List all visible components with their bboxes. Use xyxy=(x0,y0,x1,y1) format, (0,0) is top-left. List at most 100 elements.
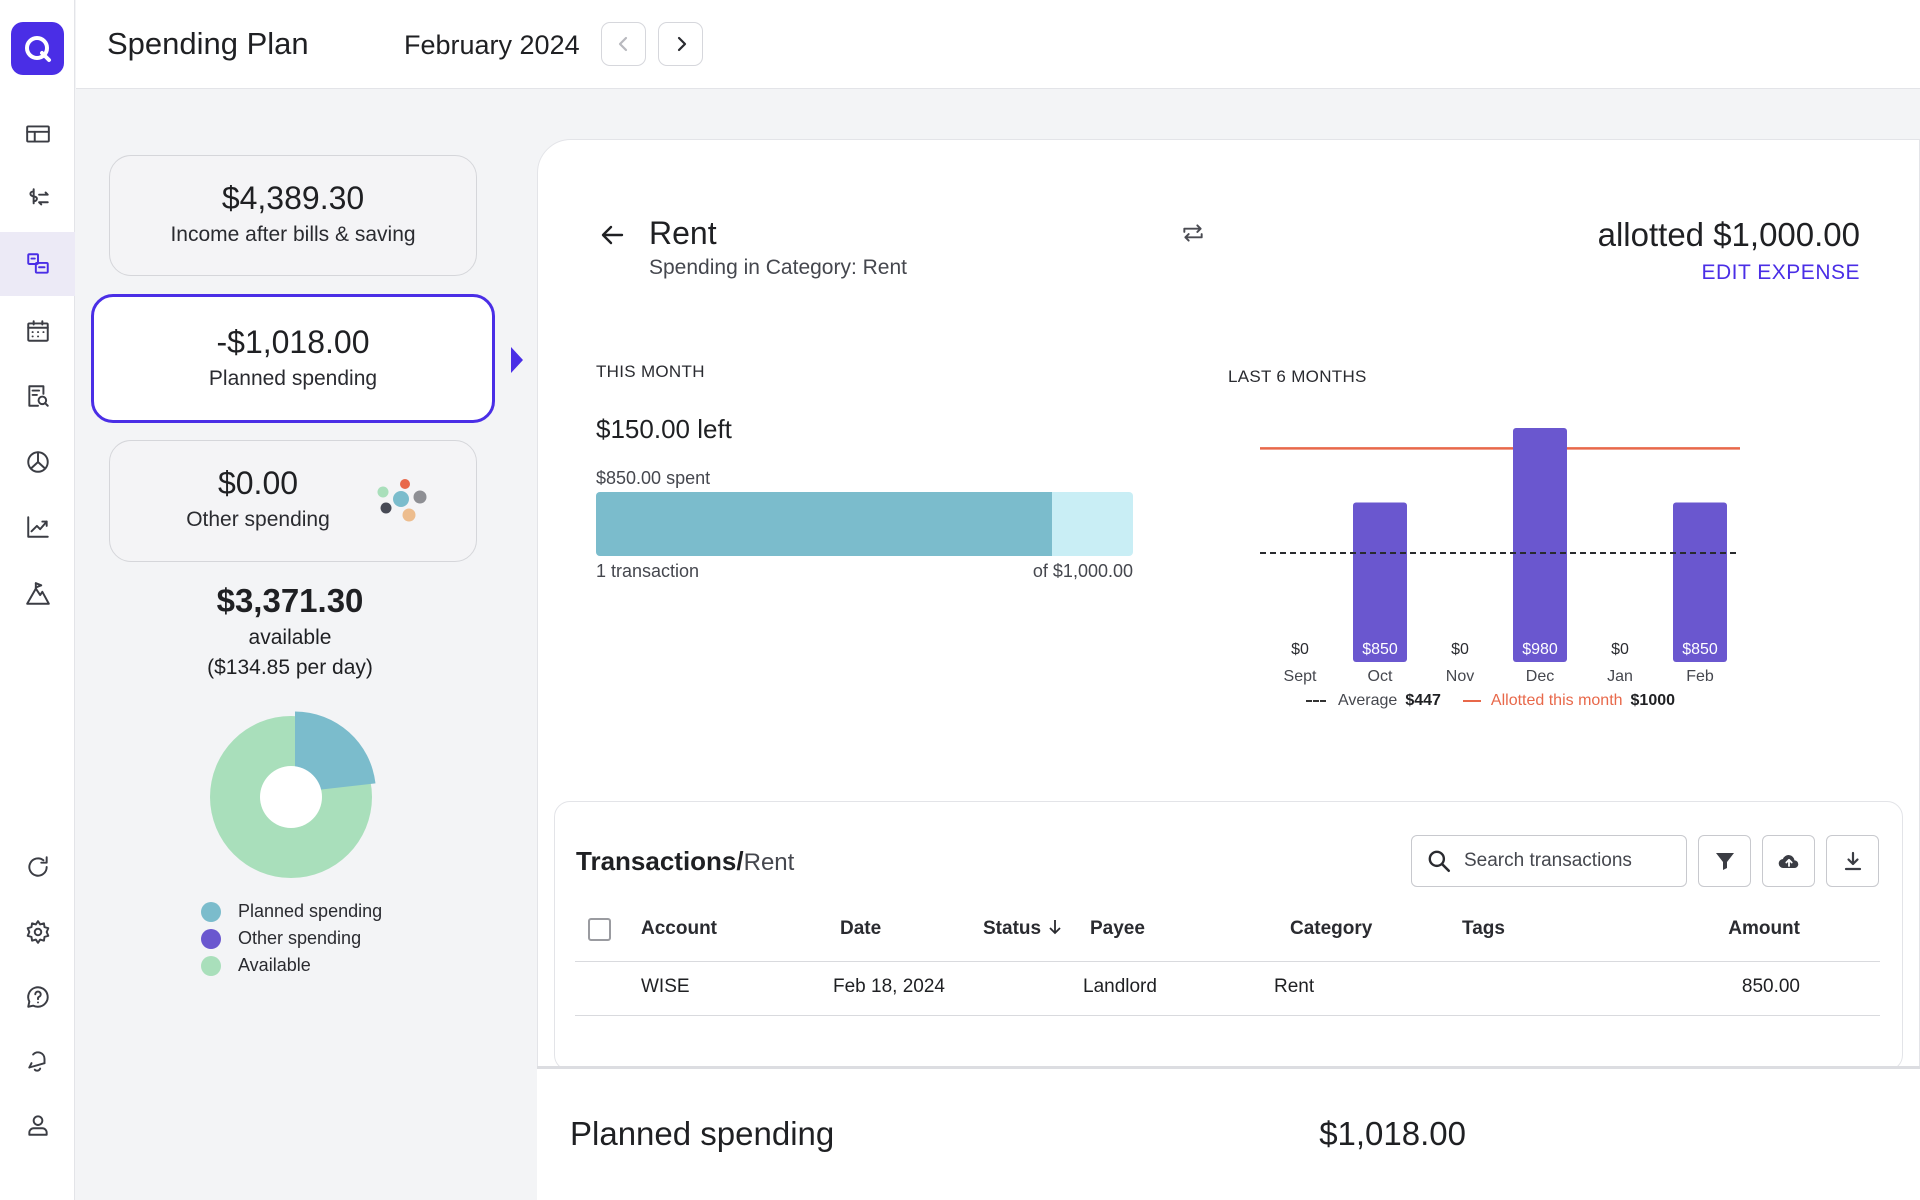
available-amount: $3,371.30 xyxy=(216,582,364,619)
donut-legend: Planned spending Other spending Availabl… xyxy=(201,898,382,979)
x-tick-label: Sept xyxy=(1284,668,1317,685)
bottom-summary-bar: Planned spending $1,018.00 xyxy=(537,1066,1920,1200)
nav-trends[interactable] xyxy=(0,495,75,559)
column-status[interactable]: Status xyxy=(983,918,1062,940)
x-tick-label: Dec xyxy=(1526,668,1554,685)
allotted-amount: allotted $1,000.00 xyxy=(1597,216,1860,253)
legend-dot xyxy=(201,928,221,949)
nav-notifications[interactable] xyxy=(0,1029,75,1093)
last-6-months-caption: LAST 6 MONTHS xyxy=(1228,367,1367,386)
column-category[interactable]: Category xyxy=(1290,918,1373,939)
row-date[interactable]: Feb 18, 2024 xyxy=(833,976,945,997)
income-label: Income after bills & saving xyxy=(170,223,416,246)
amount-spent: $850.00 spent xyxy=(596,468,711,488)
nav-spending-plan[interactable] xyxy=(0,232,75,296)
bar-value-label: $850 xyxy=(1682,641,1718,658)
column-amount[interactable]: Amount xyxy=(1728,918,1800,939)
logo-q-icon xyxy=(24,35,51,62)
transactions-filter: Rent xyxy=(743,849,795,876)
nav-help[interactable] xyxy=(0,965,75,1029)
legend-other: Other spending xyxy=(201,925,382,952)
transaction-count: 1 transaction xyxy=(596,561,700,581)
profile-icon xyxy=(27,1115,48,1136)
nav-transactions[interactable] xyxy=(0,167,75,231)
bar-value-label: $0 xyxy=(1611,641,1629,658)
dashboard-icon xyxy=(25,125,50,143)
nav-profile[interactable] xyxy=(0,1093,75,1157)
legend-dot xyxy=(201,955,221,976)
row-payee[interactable]: Landlord xyxy=(1083,976,1157,997)
row-account[interactable]: WISE xyxy=(641,976,690,997)
other-label: Other spending xyxy=(186,508,330,531)
filter-button[interactable] xyxy=(1698,835,1751,887)
planning-icon xyxy=(25,582,50,605)
column-payee[interactable]: Payee xyxy=(1090,918,1145,939)
spending-plan-icon xyxy=(26,253,49,274)
legend-label: Other spending xyxy=(238,928,362,948)
bar-value-label: $0 xyxy=(1291,641,1309,658)
income-card[interactable]: $4,389.30 Income after bills & saving xyxy=(109,155,477,276)
top-bar: Spending Plan February 2024 xyxy=(76,0,1920,89)
available-per-day: ($134.85 per day) xyxy=(207,656,373,679)
cloud-upload-icon xyxy=(1778,855,1798,869)
sort-down-icon xyxy=(1049,920,1061,935)
download-button[interactable] xyxy=(1826,835,1879,887)
page-title: Spending Plan xyxy=(107,26,309,61)
column-date[interactable]: Date xyxy=(840,918,882,939)
investments-icon xyxy=(26,451,49,473)
back-arrow-icon[interactable] xyxy=(600,222,626,248)
notifications-icon xyxy=(27,1051,45,1072)
last-6-months-chart: $0 Sept $850 Oct $0 Nov $980 Dec $0 Jan $850 Feb xyxy=(1260,428,1740,685)
average-label: Average xyxy=(1338,692,1398,709)
calendar-icon xyxy=(26,320,49,342)
quicken-logo[interactable] xyxy=(11,22,64,75)
nav-planning[interactable] xyxy=(0,562,75,626)
bottom-planned-amount: $1,018.00 xyxy=(1319,1115,1466,1152)
row-amount[interactable]: 850.00 xyxy=(1741,976,1800,997)
row-category[interactable]: Rent xyxy=(1274,976,1315,997)
allotted-label: Allotted this month xyxy=(1490,692,1623,709)
nav-reports[interactable] xyxy=(0,364,75,428)
transactions-title: Transactions/ xyxy=(576,846,744,876)
nav-settings[interactable] xyxy=(0,900,75,964)
selected-indicator-icon xyxy=(511,347,523,373)
other-spending-card[interactable]: $0.00 Other spending xyxy=(109,440,477,562)
select-all-checkbox[interactable] xyxy=(588,918,611,941)
amount-left: $150.00 left xyxy=(596,414,732,444)
nav-dashboard[interactable] xyxy=(0,102,75,166)
chart-legend: Average $447 Allotted this month $1000 xyxy=(1306,692,1675,710)
prev-month-button[interactable] xyxy=(601,22,646,66)
planned-spending-card[interactable]: -$1,018.00 Planned spending xyxy=(91,294,495,423)
search-icon xyxy=(1428,850,1451,873)
nav-investments[interactable] xyxy=(0,430,75,494)
next-month-button[interactable] xyxy=(658,22,703,66)
allotted-line-icon xyxy=(1462,700,1481,702)
bar-value-label: $850 xyxy=(1362,641,1398,658)
refresh-icon xyxy=(27,856,48,877)
category-title: Rent xyxy=(649,215,717,251)
upload-button[interactable] xyxy=(1762,835,1815,887)
nav-refresh[interactable] xyxy=(0,835,75,899)
chart-bar[interactable] xyxy=(1513,428,1567,662)
categories-bubbles-icon xyxy=(377,479,427,522)
legend-label: Available xyxy=(238,955,311,975)
search-box[interactable] xyxy=(1411,835,1687,887)
legend-available: Available xyxy=(201,952,382,979)
column-tags[interactable]: Tags xyxy=(1462,918,1505,939)
edit-expense-link[interactable]: EDIT EXPENSE xyxy=(1701,261,1860,284)
available-summary: $3,371.30 available ($134.85 per day) xyxy=(160,582,420,680)
spending-progress-fill xyxy=(596,492,1053,556)
this-month-caption: THIS MONTH xyxy=(596,362,705,381)
planned-amount: -$1,018.00 xyxy=(216,324,370,360)
month-label: February 2024 xyxy=(404,30,580,60)
download-icon xyxy=(1844,851,1861,871)
transactions-icon xyxy=(28,188,49,206)
nav-calendar[interactable] xyxy=(0,299,75,363)
search-input[interactable] xyxy=(1464,850,1674,872)
chart-bar[interactable] xyxy=(1673,502,1727,662)
column-account[interactable]: Account xyxy=(641,918,717,939)
repeat-icon[interactable] xyxy=(1180,220,1206,246)
spending-progress-bar xyxy=(596,492,1133,556)
trend-icon xyxy=(26,516,49,538)
chart-bar[interactable] xyxy=(1353,502,1407,662)
